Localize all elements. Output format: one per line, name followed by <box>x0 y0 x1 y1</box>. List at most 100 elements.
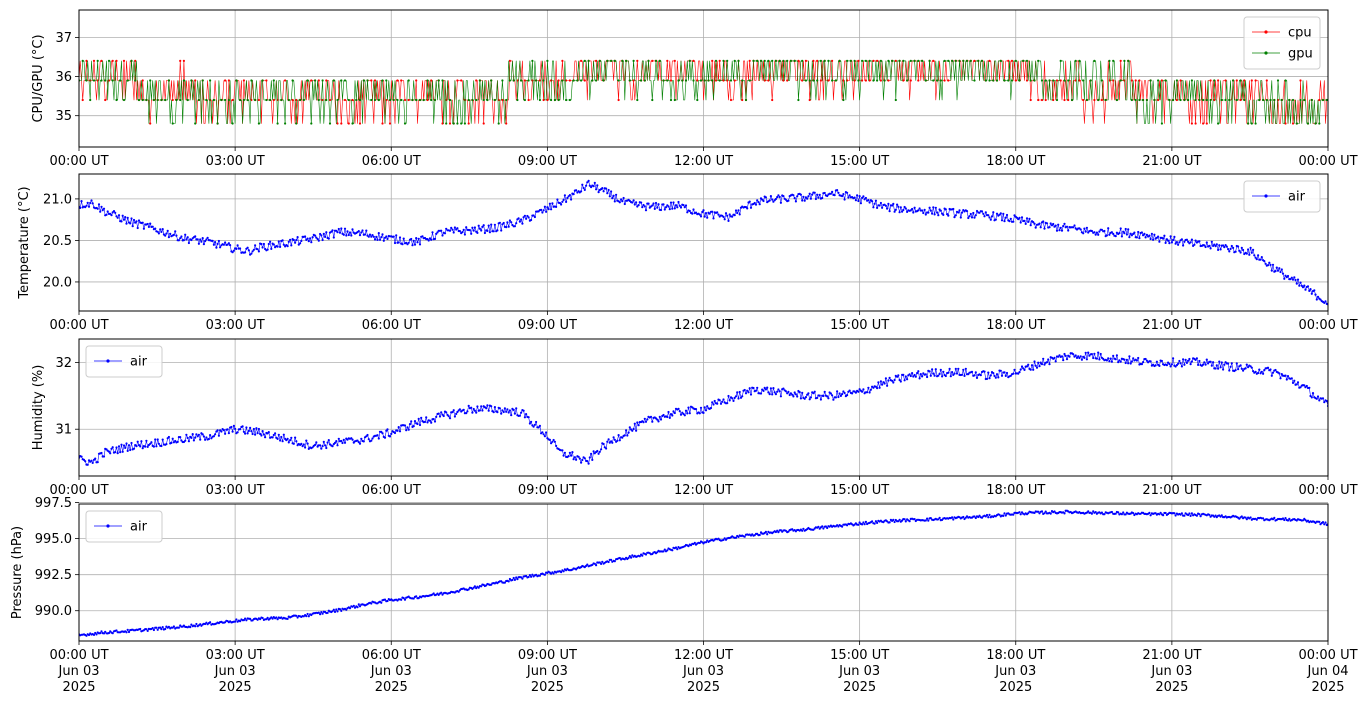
data-point <box>608 195 611 198</box>
data-point <box>179 59 182 63</box>
data-point <box>1270 269 1273 272</box>
data-point <box>607 560 610 564</box>
data-point <box>267 431 270 434</box>
data-point <box>978 514 981 517</box>
data-point <box>160 444 163 448</box>
data-point <box>886 207 889 210</box>
data-point <box>1064 354 1067 357</box>
data-point <box>963 374 966 377</box>
data-point <box>1288 517 1291 521</box>
data-point <box>470 406 473 409</box>
data-point <box>824 525 828 528</box>
data-point <box>808 98 811 102</box>
data-point <box>361 229 364 232</box>
data-point <box>91 202 94 205</box>
data-point <box>688 412 691 415</box>
data-point <box>1228 369 1231 372</box>
data-point <box>992 79 995 82</box>
data-point <box>831 59 834 63</box>
data-point <box>227 432 230 435</box>
data-point <box>295 122 298 125</box>
data-point <box>1059 59 1062 63</box>
data-point <box>1095 357 1098 360</box>
data-point <box>493 98 496 102</box>
data-point <box>962 515 965 519</box>
data-point <box>80 200 83 203</box>
data-point <box>858 388 861 391</box>
data-point <box>1019 221 1022 224</box>
data-point <box>839 394 843 397</box>
data-point <box>1315 298 1318 301</box>
data-point <box>307 447 310 450</box>
data-point <box>1145 233 1148 236</box>
data-point <box>826 194 829 198</box>
data-point <box>1089 79 1092 82</box>
data-point <box>226 428 229 431</box>
data-point <box>167 79 170 82</box>
data-point <box>673 98 676 102</box>
data-point <box>929 374 932 377</box>
data-point <box>1303 284 1306 287</box>
plot-area <box>79 59 1328 125</box>
data-point <box>678 204 681 207</box>
data-point <box>949 375 952 378</box>
data-point <box>807 392 810 395</box>
data-point <box>1190 122 1193 125</box>
data-point <box>458 408 461 411</box>
data-point <box>164 98 167 102</box>
data-point <box>1273 98 1276 102</box>
data-point <box>1306 519 1310 522</box>
data-point <box>1105 359 1108 362</box>
data-point <box>712 403 715 406</box>
data-point <box>842 98 845 102</box>
data-point <box>532 214 535 217</box>
data-point <box>657 203 660 206</box>
data-point <box>623 558 626 561</box>
data-point <box>190 79 193 82</box>
data-point <box>388 435 392 438</box>
data-point <box>462 408 465 411</box>
data-point <box>693 541 696 545</box>
data-point <box>104 79 107 82</box>
data-point <box>1303 384 1306 387</box>
data-point <box>317 98 320 102</box>
data-point <box>638 555 641 558</box>
data-point <box>1249 516 1252 519</box>
data-point <box>478 79 481 82</box>
data-point <box>583 457 586 460</box>
data-point <box>505 226 508 229</box>
data-point <box>135 220 138 223</box>
data-point <box>1130 360 1133 363</box>
data-point <box>282 433 285 436</box>
data-point <box>726 214 729 217</box>
data-point <box>836 189 839 192</box>
data-point <box>328 122 332 125</box>
data-point <box>557 79 560 82</box>
data-point <box>199 438 202 441</box>
data-point <box>321 238 324 242</box>
data-point <box>977 59 980 63</box>
data-point <box>191 433 194 436</box>
data-point <box>380 601 383 604</box>
data-point <box>222 429 225 432</box>
data-point <box>1164 511 1167 515</box>
data-point <box>216 122 219 125</box>
data-point <box>924 519 927 522</box>
data-point <box>826 526 829 530</box>
data-point <box>873 202 876 205</box>
data-point <box>195 433 198 436</box>
data-point <box>841 525 844 528</box>
data-point <box>1115 98 1118 102</box>
data-point <box>983 370 986 373</box>
data-point <box>635 429 638 432</box>
data-point <box>417 237 420 240</box>
data-point <box>980 516 984 519</box>
data-point <box>729 98 733 102</box>
data-point <box>1063 98 1066 102</box>
data-point <box>430 98 433 102</box>
data-point <box>522 216 525 219</box>
data-point <box>1067 79 1070 82</box>
data-point <box>722 538 725 542</box>
data-point <box>813 191 816 194</box>
data-point <box>1137 230 1140 234</box>
